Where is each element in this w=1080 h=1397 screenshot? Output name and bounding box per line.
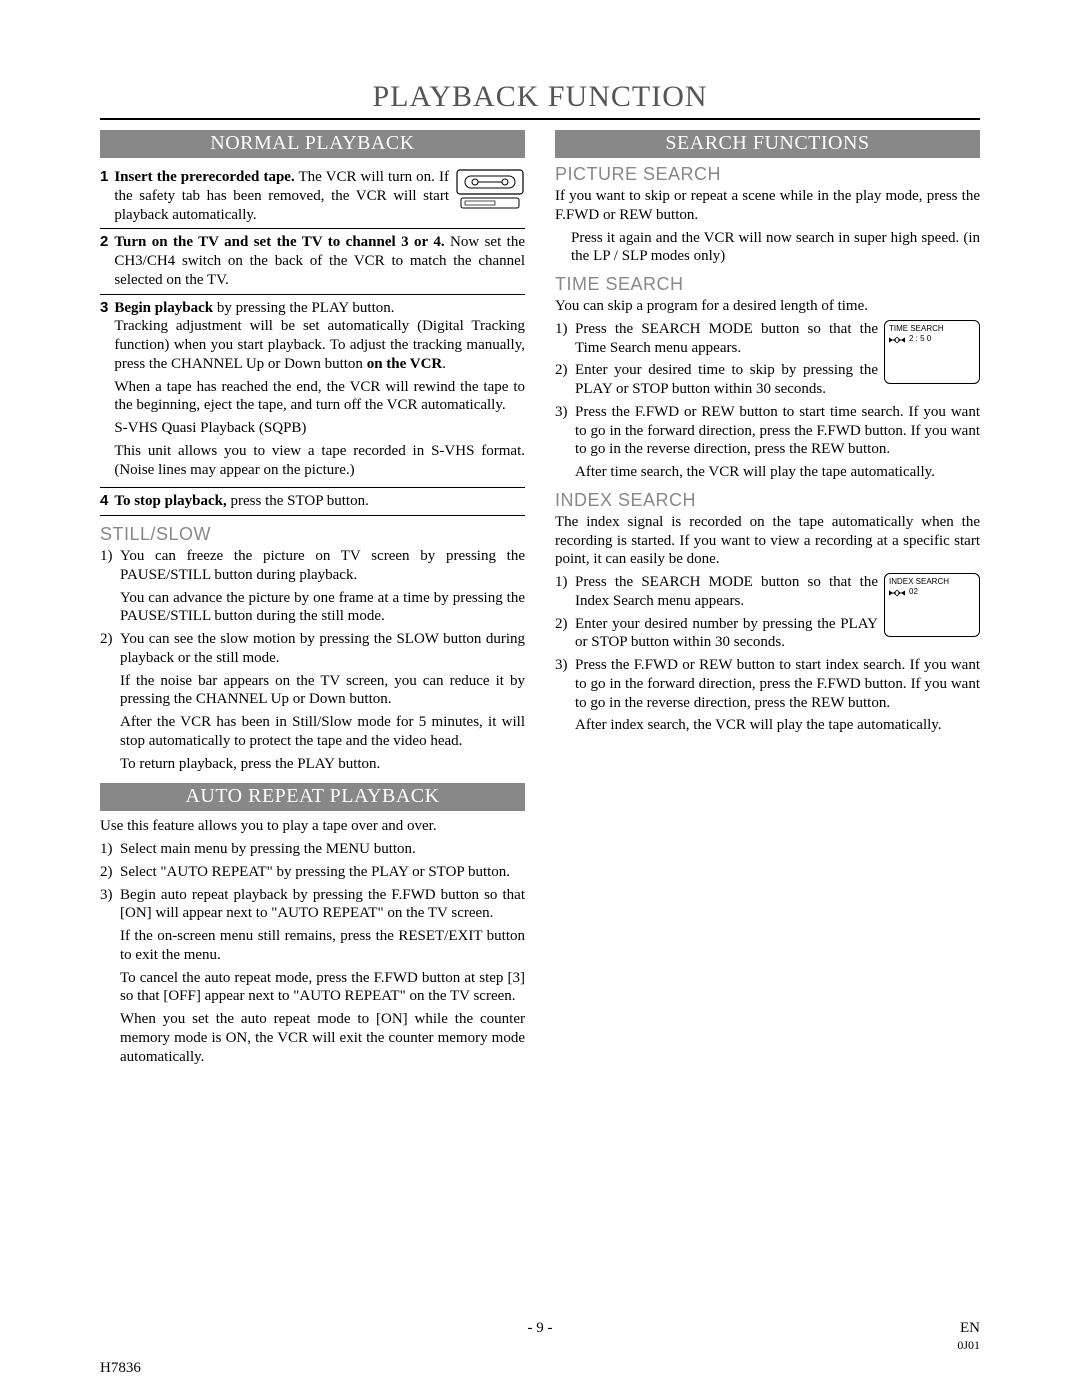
- paragraph: This unit allows you to view a tape reco…: [114, 442, 525, 480]
- step-bold: Turn on the TV and set the TV to channel…: [114, 234, 444, 250]
- screen-title: INDEX SEARCH: [889, 578, 975, 587]
- list-item: 1)Select main menu by pressing the MENU …: [100, 840, 525, 859]
- step-body: Turn on the TV and set the TV to channel…: [114, 233, 525, 289]
- list-number: 3): [100, 886, 120, 924]
- paragraph: S-VHS Quasi Playback (SQPB): [114, 419, 525, 438]
- step-number: 4: [100, 492, 108, 509]
- list-item: 2)Select "AUTO REPEAT" by pressing the P…: [100, 863, 525, 882]
- list-body: You can see the slow motion by pressing …: [120, 630, 525, 668]
- paragraph: Tracking adjustment will be set automati…: [114, 317, 525, 373]
- step-2: 2 Turn on the TV and set the TV to chann…: [100, 229, 525, 294]
- list-number: 1): [100, 547, 120, 585]
- list-number: 3): [555, 403, 575, 459]
- time-search-heading: TIME SEARCH: [555, 274, 980, 295]
- list-body: Press the SEARCH MODE button so that the…: [575, 320, 878, 358]
- cassette-icon: [455, 168, 525, 217]
- picture-search-heading: PICTURE SEARCH: [555, 164, 980, 185]
- list-body: You can freeze the picture on TV screen …: [120, 547, 525, 585]
- page-footer: - 9 - EN 0J01 H7836: [100, 1320, 980, 1337]
- index-search-row: 1)Press the SEARCH MODE button so that t…: [555, 573, 980, 656]
- list-number: 3): [555, 656, 575, 712]
- paragraph: When you set the auto repeat mode to [ON…: [120, 1010, 525, 1066]
- paragraph: After the VCR has been in Still/Slow mod…: [120, 713, 525, 751]
- step-number: 1: [100, 168, 108, 185]
- list-number: 2): [100, 863, 120, 882]
- paragraph: To return playback, press the PLAY butto…: [120, 755, 525, 774]
- paragraph: You can advance the picture by one frame…: [120, 589, 525, 627]
- list-body: Press the F.FWD or REW button to start t…: [575, 403, 980, 459]
- arrows-icon: [889, 587, 905, 599]
- list-item: 3)Begin auto repeat playback by pressing…: [100, 886, 525, 924]
- list-number: 1): [100, 840, 120, 859]
- screen-title: TIME SEARCH: [889, 325, 975, 334]
- model-code: H7836: [100, 1360, 141, 1377]
- list-item: 3)Press the F.FWD or REW button to start…: [555, 403, 980, 459]
- list-number: 1): [555, 573, 575, 611]
- list-item: 2)Enter your desired number by pressing …: [555, 615, 878, 653]
- right-column: SEARCH FUNCTIONS PICTURE SEARCH If you w…: [555, 130, 980, 1070]
- screen-value: 2 : 5 0: [909, 335, 931, 344]
- index-search-heading: INDEX SEARCH: [555, 490, 980, 511]
- arrows-icon: [889, 334, 905, 346]
- list-item: 2)You can see the slow motion by pressin…: [100, 630, 525, 668]
- list-body: Begin auto repeat playback by pressing t…: [120, 886, 525, 924]
- list-number: 1): [555, 320, 575, 358]
- step-body: Begin playback by pressing the PLAY butt…: [114, 299, 525, 484]
- step-bold: Insert the prerecorded tape.: [114, 169, 294, 185]
- step-body: Insert the prerecorded tape. The VCR wil…: [114, 168, 449, 224]
- paragraph: If you want to skip or repeat a scene wh…: [555, 187, 980, 225]
- paragraph: When a tape has reached the end, the VCR…: [114, 378, 525, 416]
- paragraph: After index search, the VCR will play th…: [575, 716, 980, 735]
- paragraph: Use this feature allows you to play a ta…: [100, 817, 525, 836]
- paragraph: After time search, the VCR will play the…: [575, 463, 980, 482]
- manual-page: PLAYBACK FUNCTION NORMAL PLAYBACK 1 Inse…: [0, 0, 1080, 1397]
- list-number: 2): [100, 630, 120, 668]
- step-bold: To stop playback,: [114, 493, 226, 509]
- time-search-screen-icon: TIME SEARCH 2 : 5 0: [884, 320, 980, 384]
- screen-value: 02: [909, 588, 918, 597]
- list-number: 2): [555, 361, 575, 399]
- doc-code: 0J01: [957, 1338, 980, 1353]
- still-slow-heading: STILL/SLOW: [100, 524, 525, 545]
- index-search-screen-icon: INDEX SEARCH 02: [884, 573, 980, 637]
- list-body: Enter your desired time to skip by press…: [575, 361, 878, 399]
- paragraph: The index signal is recorded on the tape…: [555, 513, 980, 569]
- step-number: 2: [100, 233, 108, 250]
- time-search-row: 1)Press the SEARCH MODE button so that t…: [555, 320, 980, 403]
- list-item: 2)Enter your desired time to skip by pre…: [555, 361, 878, 399]
- step-body: To stop playback, press the STOP button.: [114, 492, 525, 511]
- normal-playback-heading: NORMAL PLAYBACK: [100, 130, 525, 158]
- two-column-layout: NORMAL PLAYBACK 1 Insert the prerecorded…: [100, 130, 980, 1070]
- page-number: - 9 -: [100, 1320, 980, 1337]
- paragraph: Press it again and the VCR will now sear…: [571, 229, 980, 267]
- auto-repeat-heading: AUTO REPEAT PLAYBACK: [100, 783, 525, 811]
- step-4: 4 To stop playback, press the STOP butto…: [100, 488, 525, 516]
- list-item: 3)Press the F.FWD or REW button to start…: [555, 656, 980, 712]
- list-item: 1)Press the SEARCH MODE button so that t…: [555, 320, 878, 358]
- left-column: NORMAL PLAYBACK 1 Insert the prerecorded…: [100, 130, 525, 1070]
- language-code: EN: [960, 1320, 980, 1337]
- paragraph: If the on-screen menu still remains, pre…: [120, 927, 525, 965]
- list-number: 2): [555, 615, 575, 653]
- list-body: Press the F.FWD or REW button to start i…: [575, 656, 980, 712]
- paragraph: If the noise bar appears on the TV scree…: [120, 672, 525, 710]
- paragraph: You can skip a program for a desired len…: [555, 297, 980, 316]
- step-number: 3: [100, 299, 108, 316]
- step-bold: Begin playback: [114, 300, 213, 316]
- step-text: press the STOP button.: [227, 493, 369, 509]
- list-body: Select "AUTO REPEAT" by pressing the PLA…: [120, 863, 525, 882]
- step-3: 3 Begin playback by pressing the PLAY bu…: [100, 295, 525, 489]
- list-item: 1)You can freeze the picture on TV scree…: [100, 547, 525, 585]
- search-functions-heading: SEARCH FUNCTIONS: [555, 130, 980, 158]
- step-1: 1 Insert the prerecorded tape. The VCR w…: [100, 164, 525, 229]
- list-body: Enter your desired number by pressing th…: [575, 615, 878, 653]
- page-title: PLAYBACK FUNCTION: [100, 80, 980, 120]
- step-text: by pressing the PLAY button.: [213, 300, 394, 316]
- list-item: 1)Press the SEARCH MODE button so that t…: [555, 573, 878, 611]
- list-body: Press the SEARCH MODE button so that the…: [575, 573, 878, 611]
- paragraph: To cancel the auto repeat mode, press th…: [120, 969, 525, 1007]
- list-body: Select main menu by pressing the MENU bu…: [120, 840, 525, 859]
